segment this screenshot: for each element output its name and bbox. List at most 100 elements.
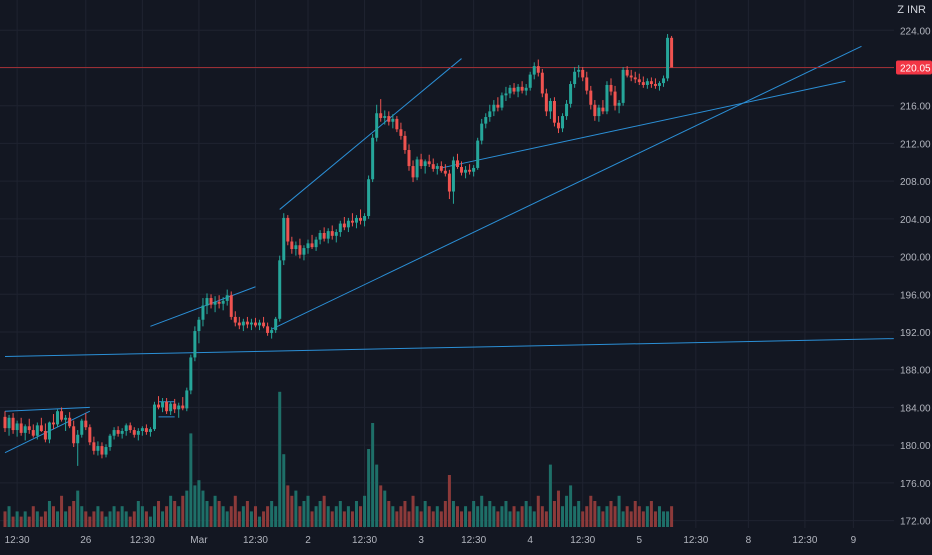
candle [468,164,472,175]
candle [258,319,262,331]
trendline[interactable] [271,45,862,330]
candle [577,65,581,78]
candle [625,66,629,78]
candle-body [532,66,536,75]
candle-body [72,426,76,444]
volume-bar [282,454,286,527]
trendline[interactable] [279,58,462,210]
volume-bar [407,511,411,527]
candle-body [540,72,544,94]
candle [144,424,148,435]
candle [544,88,548,117]
candle [262,316,266,329]
candle [148,427,152,437]
volume-bar [500,506,504,527]
volume-bar [641,511,645,527]
volume-bar [262,511,266,527]
candle-body [455,160,459,167]
candle-body [19,423,23,433]
candle-body [266,326,270,333]
candle-body [552,101,556,123]
volume-bar [532,511,536,527]
candle [330,225,334,240]
volume-bar [524,501,528,527]
candle-body [379,113,383,118]
volume-bar [165,506,169,527]
candle-body [605,84,609,112]
candle [241,318,245,332]
volume-bar [536,495,540,527]
volume-bar [605,506,609,527]
candle [520,81,524,94]
x-tick-label: 12:30 [683,535,708,546]
volume-bar [512,506,516,527]
candle-body [556,122,560,129]
volume-bar [177,506,181,527]
candle-body [399,129,403,136]
trendline[interactable] [4,406,90,412]
candle [415,156,419,181]
candle-body [136,431,140,435]
candle [395,116,399,133]
volume-bar [431,511,435,527]
x-tick-label: 12:30 [461,535,486,546]
candle [565,100,569,120]
candle [294,241,298,256]
volume-bar [152,506,156,527]
trendline[interactable] [4,410,91,454]
volume-bar [666,511,670,527]
candle [662,75,666,87]
candle-body [334,232,338,236]
volume-bar [427,506,431,527]
candle [464,166,468,179]
candle [233,311,237,327]
volume-bar [552,501,556,527]
candle-body [237,322,241,326]
candle-body [11,417,15,431]
candle [536,59,540,77]
volume-bar [213,495,217,527]
candle-body [359,217,363,221]
currency-badge[interactable]: Z INR [897,4,926,16]
volume-bar [334,506,338,527]
candle-body [245,321,249,325]
trendlines[interactable] [4,45,894,454]
volume-bar [492,506,496,527]
candle [88,424,92,446]
candle-body [76,434,80,444]
candle-body [144,428,148,432]
trendline[interactable] [441,80,846,169]
volume-bar [581,511,585,527]
candle-body [140,428,144,431]
candle [318,230,322,245]
candle-body [609,84,613,92]
candle-body [249,322,253,325]
candle-body [258,322,262,326]
candle-body [653,84,657,86]
volume-bar [31,506,35,527]
candle [492,100,496,117]
candle [516,84,520,98]
volume-bar [371,423,375,527]
candle-body [322,233,326,239]
price-axis[interactable]: 172.00 176.00 180.00 184.00 188.00 192.00 196.… [894,0,932,550]
candle [326,228,330,244]
volume-bar [27,516,31,527]
volume-bar [516,511,520,527]
candle-body [132,430,136,435]
volume-bar [577,501,581,527]
candle [286,215,290,246]
candle-body [561,116,565,129]
time-axis[interactable]: 12:30 26 12:30 Mar 12:30 2 12:30 3 12:30 4 12:30 5 1… [0,528,932,550]
candle [314,236,318,251]
candle [161,398,165,413]
candle [189,354,193,395]
candle-body [15,423,19,431]
trendline[interactable] [4,338,894,358]
candle-body [589,90,593,105]
candle-body [124,425,128,431]
candle-body [423,161,427,167]
candle-body [177,405,181,410]
